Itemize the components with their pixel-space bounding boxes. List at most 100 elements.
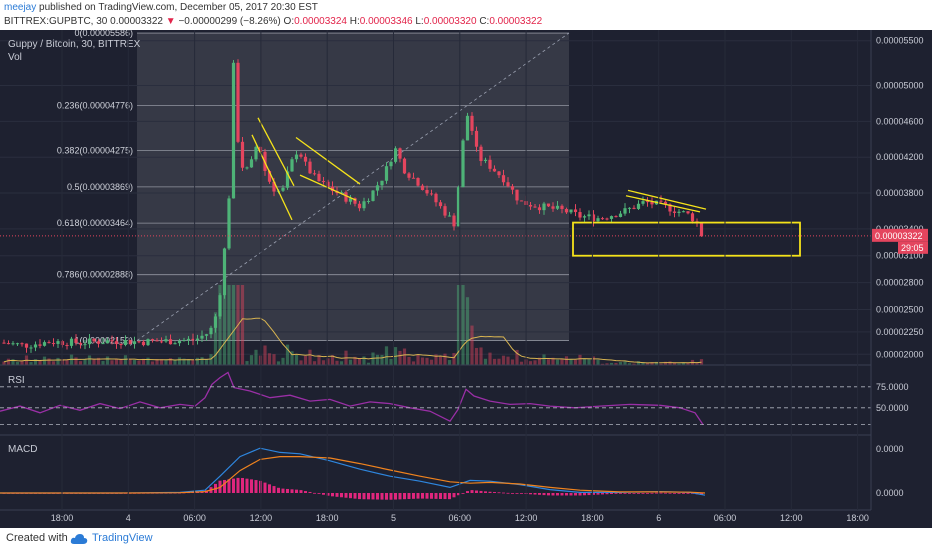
candle-body [690, 213, 695, 222]
macd-hist-bar [470, 490, 474, 493]
volume-bar [150, 361, 155, 365]
macd-hist-bar [376, 493, 379, 500]
rsi-pane: RSI 75.0000 50.0000 [0, 371, 909, 426]
candle-body [474, 130, 479, 147]
volume-bar [681, 362, 686, 365]
candle-body [272, 181, 276, 192]
publish-line: meejay published on TradingView.com, Dec… [4, 2, 318, 13]
volume-bar [141, 358, 146, 365]
chart-canvas[interactable]: 0(0.00005586) 0.236(0.00004776) 0.382(0.00… [0, 30, 932, 528]
volume-bar [519, 361, 524, 365]
volume-bar [497, 358, 501, 365]
open-label: O: [283, 16, 295, 27]
volume-bar [227, 285, 231, 365]
low-label: L: [415, 16, 424, 27]
chart-header: meejay published on TradingView.com, Dec… [0, 0, 932, 30]
candle-body [29, 347, 33, 349]
volume-bar [105, 356, 110, 365]
countdown-text: 29:05 [901, 243, 924, 253]
candle-body [123, 339, 128, 345]
volume-bar [330, 355, 335, 365]
candle-body [560, 205, 564, 209]
open-value: 0.00003324 [294, 16, 347, 27]
volume-bar [659, 363, 663, 365]
volume-bar [461, 285, 465, 365]
macd-hist-bar [439, 493, 442, 499]
price-tick-label: 0.00004200 [876, 152, 924, 162]
volume-bar [456, 285, 461, 365]
candle-body [231, 62, 236, 199]
candle-body [24, 343, 29, 348]
price-axis[interactable]: 0.00005500 0.00005000 0.00004600 0.00004200… [872, 36, 928, 360]
volume-bar [398, 350, 402, 365]
rsi-tick-label: 50.0000 [876, 403, 909, 413]
volume-bar [438, 356, 443, 365]
candle-body [114, 341, 119, 345]
footer: Created with TradingView [0, 528, 932, 550]
volume-bar [429, 359, 434, 365]
candle-body [380, 180, 384, 186]
candle-body [110, 340, 114, 342]
macd-hist-bar [232, 478, 235, 493]
macd-hist-bar [385, 493, 388, 500]
macd-hist-bar [353, 493, 357, 499]
macd-hist-bar [610, 493, 613, 495]
macd-hist-bar [286, 488, 289, 493]
candle-body [407, 173, 411, 178]
time-axis[interactable]: 18:00 4 06:00 12:00 18:00 5 06:00 12:00 18:00 6 06… [51, 30, 869, 523]
candle-body [254, 146, 258, 160]
volume-bar [650, 362, 654, 365]
volume-bar [411, 361, 416, 365]
down-arrow-icon: ▼ [165, 16, 176, 27]
macd-hist-bar [493, 492, 496, 493]
volume-bar [74, 357, 78, 365]
macd-hist-bar [655, 492, 658, 494]
volume-bar [137, 360, 141, 365]
fib-level-label: 0.5(0.00003869) [67, 182, 133, 192]
volume-bar [114, 359, 119, 365]
volume-bar [267, 353, 272, 365]
tradingview-link[interactable]: TradingView [92, 532, 153, 544]
volume-bar [96, 357, 101, 365]
volume-bar [110, 360, 114, 365]
macd-hist-bar [659, 492, 663, 494]
macd-hist-bar [308, 491, 312, 493]
candle-body [501, 175, 506, 183]
volume-bar [636, 361, 641, 365]
rsi-tick-label: 75.0000 [876, 382, 909, 392]
macd-hist-bar [578, 493, 582, 496]
candle-body [294, 154, 299, 160]
annotations [251, 117, 801, 257]
last-price: 0.00003322 [110, 16, 163, 27]
macd-hist-bar [430, 493, 433, 499]
volume-bar [699, 359, 704, 365]
volume-bar [501, 355, 506, 365]
volume-bar [434, 354, 438, 365]
time-tick-label: 12:00 [515, 513, 538, 523]
volume-bar [371, 352, 375, 365]
fib-levels: 0(0.00005586) 0.236(0.00004776) 0.382(0.00… [57, 30, 569, 346]
volume-bar [542, 354, 546, 365]
candle-body [38, 344, 42, 346]
price-change: −0.00000299 (−8.26%) [178, 16, 281, 27]
volume-bar [65, 359, 69, 365]
candle-body [308, 161, 312, 174]
candle-body [11, 343, 15, 345]
volume-bar [591, 356, 596, 365]
volume-bar [353, 356, 357, 365]
volume-bar [447, 360, 452, 365]
volume-bar [452, 353, 456, 365]
candle-body [209, 327, 213, 335]
macd-hist-bar [614, 493, 618, 494]
macd-pane: MACD 0.0000 0.0000 [0, 444, 904, 500]
candle-body [618, 213, 623, 217]
macd-hist-bar [646, 492, 649, 494]
candle-body [587, 214, 591, 217]
candle-body [492, 168, 497, 172]
macd-hist-bar [227, 479, 231, 493]
candle-body [623, 208, 627, 214]
price-pane[interactable]: 0(0.00005586) 0.236(0.00004776) 0.382(0.00… [0, 30, 871, 365]
author-link[interactable]: meejay [4, 2, 37, 13]
volume-bar [362, 356, 366, 365]
candle-body [569, 209, 573, 213]
